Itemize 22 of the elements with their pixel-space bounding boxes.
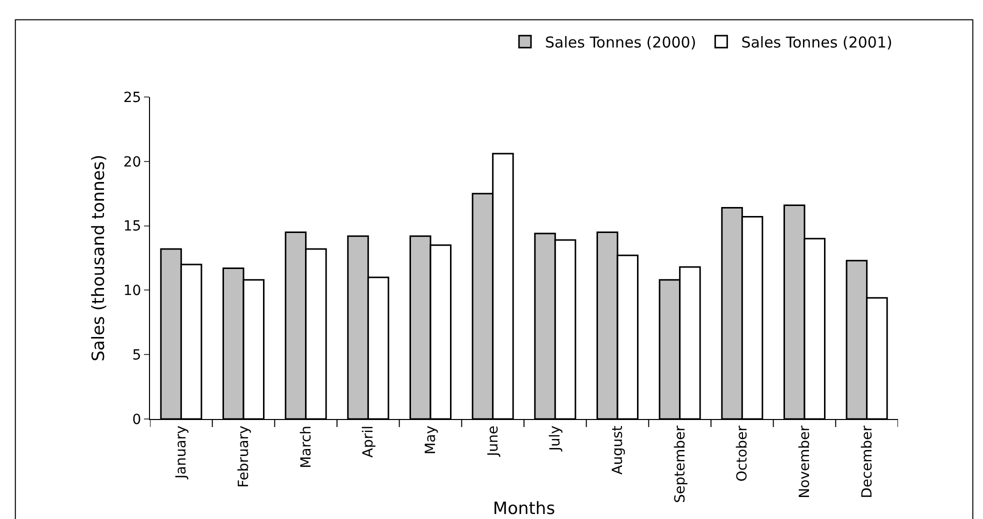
x-axis-title: Months [492,499,556,519]
y-tick-label: 10 [123,283,142,300]
y-tick-label: 15 [123,218,142,235]
x-tick-label: September [672,425,688,503]
y-axis-title: Sales (thousand tonnes) [88,154,109,362]
y-tick-label: 0 [132,412,142,428]
legend-label: Sales Tonnes (2001) [741,33,892,52]
legend-label: Sales Tonnes (2000) [545,33,696,52]
x-tick-label: August [610,425,626,475]
y-tick-label: 5 [132,348,142,364]
x-tick-label: March [298,426,314,468]
y-tick-label: 25 [123,90,142,106]
y-tick-label: 20 [123,154,142,170]
x-tick-label: December [859,425,876,498]
x-tick-label: January [174,426,190,480]
x-tick-label: April [360,426,377,458]
x-tick-label: February [236,426,252,488]
x-tick-label: June [485,426,502,458]
x-tick-label: October [734,425,751,482]
x-tick-label: November [797,425,814,498]
x-tick-label: May [423,426,440,455]
x-tick-label: July [548,426,564,452]
